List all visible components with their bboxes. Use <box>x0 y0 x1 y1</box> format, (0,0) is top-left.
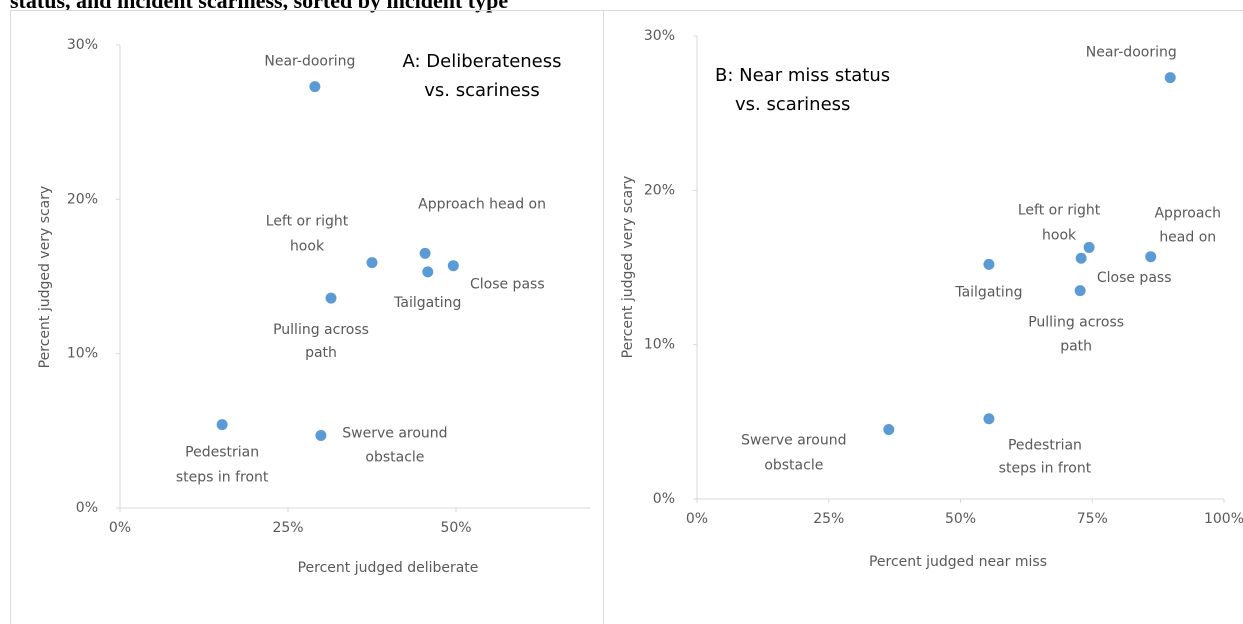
point-label: Pulling across <box>273 322 369 338</box>
point <box>1074 285 1086 297</box>
figure-title: status, and incident scariness, sorted b… <box>10 0 508 13</box>
point-label: path <box>305 345 337 361</box>
point-label: hook <box>1042 227 1077 243</box>
point <box>883 424 895 436</box>
point <box>366 257 378 269</box>
point-label: Tailgating <box>393 295 461 311</box>
x-axis-label: Percent judged deliberate <box>298 560 479 576</box>
y-tick-label: 10% <box>67 346 98 362</box>
point <box>422 266 434 278</box>
y-tick-label: 10% <box>644 337 675 353</box>
point-label: Pulling across <box>1028 315 1124 331</box>
panel-frame <box>603 10 1243 624</box>
y-tick-label: 0% <box>76 500 98 516</box>
y-axis-label: Percent judged very scary <box>620 176 636 359</box>
point-label: Pedestrian <box>1008 438 1082 454</box>
panel-frame <box>10 10 604 624</box>
point-label: Close pass <box>1097 270 1172 286</box>
point-label: Close pass <box>470 277 545 293</box>
point-label: Approach head on <box>418 196 546 212</box>
point <box>1164 72 1176 84</box>
point <box>983 413 995 425</box>
y-tick-label: 20% <box>67 191 98 207</box>
point <box>216 419 228 431</box>
x-tick-label: 25% <box>272 520 303 536</box>
x-tick-label: 75% <box>1077 511 1108 527</box>
x-tick-label: 100% <box>1204 511 1243 527</box>
y-tick-label: 30% <box>67 37 98 53</box>
panel-title: B: Near miss status <box>715 65 890 86</box>
point-label: path <box>1060 339 1092 355</box>
point-label: steps in front <box>176 470 269 486</box>
y-tick-label: 20% <box>644 182 675 198</box>
point <box>447 260 459 272</box>
x-axis-label: Percent judged near miss <box>869 554 1047 570</box>
point <box>1083 241 1095 253</box>
x-tick-label: 25% <box>813 511 844 527</box>
y-tick-label: 0% <box>653 491 675 507</box>
point <box>315 429 327 441</box>
point <box>1145 251 1157 263</box>
point-label: obstacle <box>365 449 424 465</box>
point-label: obstacle <box>764 458 823 474</box>
x-tick-label: 50% <box>945 511 976 527</box>
point <box>983 258 995 270</box>
point-label: Tailgating <box>954 284 1022 300</box>
x-tick-label: 0% <box>686 511 708 527</box>
x-tick-label: 0% <box>109 520 131 536</box>
panel-title: A: Deliberateness <box>402 51 561 72</box>
point <box>325 292 337 304</box>
point-label: Swerve around <box>342 425 447 441</box>
point <box>1075 252 1087 264</box>
panel-title: vs. scariness <box>735 94 850 115</box>
point-label: Approach <box>1154 206 1221 222</box>
y-tick-label: 30% <box>644 28 675 44</box>
point-label: Left or right <box>266 214 349 230</box>
point-label: head on <box>1159 230 1216 246</box>
y-axis-label: Percent judged very scary <box>37 186 53 369</box>
point-label: hook <box>290 239 325 255</box>
point <box>309 81 321 93</box>
point <box>419 247 431 259</box>
point-label: steps in front <box>999 461 1092 477</box>
panel-title: vs. scariness <box>424 80 539 101</box>
point-label: Left or right <box>1018 202 1101 218</box>
point-label: Swerve around <box>741 433 846 449</box>
point-label: Near-dooring <box>264 54 355 70</box>
point-label: Pedestrian <box>185 445 259 461</box>
x-tick-label: 50% <box>440 520 471 536</box>
point-label: Near-dooring <box>1086 45 1177 61</box>
